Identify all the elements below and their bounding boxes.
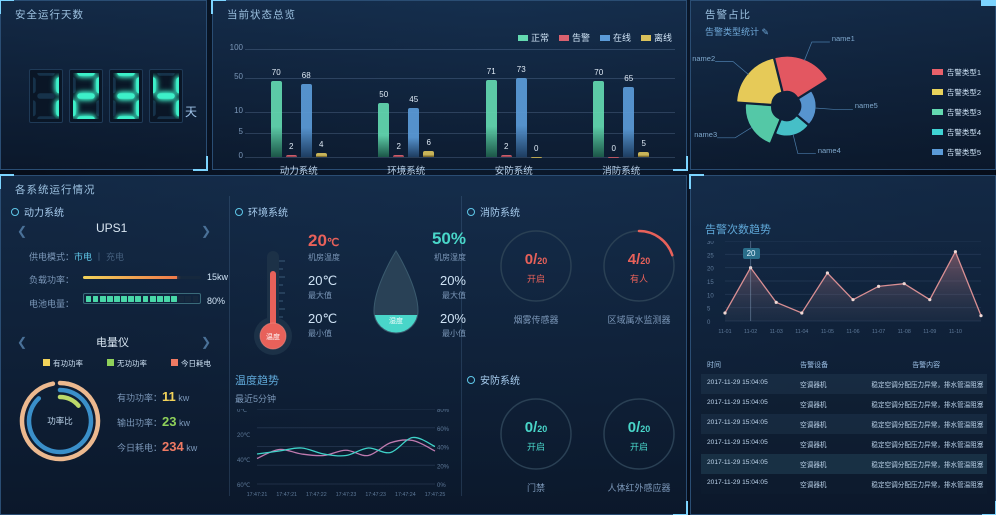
svg-text:0℃: 0℃ bbox=[237, 409, 247, 414]
svg-text:有人: 有人 bbox=[630, 273, 648, 284]
svg-text:17:47:22: 17:47:22 bbox=[306, 492, 327, 498]
svg-text:80%: 80% bbox=[437, 409, 450, 414]
svg-text:开启: 开启 bbox=[527, 441, 545, 452]
svg-text:0/20: 0/20 bbox=[525, 419, 548, 436]
svg-text:20: 20 bbox=[707, 267, 714, 273]
svg-text:0/20: 0/20 bbox=[628, 419, 651, 436]
svg-text:17:47:21: 17:47:21 bbox=[276, 492, 297, 498]
svg-text:17:47:21: 17:47:21 bbox=[247, 492, 268, 498]
svg-text:10: 10 bbox=[707, 293, 714, 299]
svg-text:60%: 60% bbox=[437, 427, 450, 433]
svg-text:17:47:25: 17:47:25 bbox=[425, 492, 446, 498]
svg-text:11-02: 11-02 bbox=[744, 329, 757, 335]
svg-text:11-03: 11-03 bbox=[770, 329, 783, 335]
svg-text:0%: 0% bbox=[437, 483, 446, 489]
svg-text:17:47:24: 17:47:24 bbox=[395, 492, 416, 498]
svg-text:11-10: 11-10 bbox=[949, 329, 962, 335]
svg-text:30: 30 bbox=[707, 241, 714, 246]
svg-text:17:47:23: 17:47:23 bbox=[365, 492, 386, 498]
svg-text:40%: 40% bbox=[437, 446, 450, 452]
svg-text:温度: 温度 bbox=[266, 332, 280, 341]
svg-text:5: 5 bbox=[707, 307, 711, 313]
svg-text:4/20: 4/20 bbox=[628, 251, 651, 268]
svg-text:11-04: 11-04 bbox=[795, 329, 808, 335]
svg-text:开启: 开启 bbox=[527, 273, 545, 284]
svg-text:11-06: 11-06 bbox=[846, 329, 859, 335]
svg-text:20%: 20% bbox=[437, 464, 450, 470]
svg-text:17:47:23: 17:47:23 bbox=[336, 492, 357, 498]
svg-text:0/20: 0/20 bbox=[525, 251, 548, 268]
svg-text:25: 25 bbox=[707, 253, 714, 259]
svg-text:11-05: 11-05 bbox=[821, 329, 834, 335]
svg-text:11-07: 11-07 bbox=[872, 329, 885, 335]
svg-text:40℃: 40℃ bbox=[237, 458, 251, 464]
svg-text:60℃: 60℃ bbox=[237, 483, 251, 489]
svg-text:11-09: 11-09 bbox=[923, 329, 936, 335]
svg-text:11-01: 11-01 bbox=[718, 329, 731, 335]
svg-text:开启: 开启 bbox=[630, 441, 648, 452]
svg-text:20℃: 20℃ bbox=[237, 433, 251, 439]
svg-text:功率比: 功率比 bbox=[47, 416, 73, 426]
svg-text:15: 15 bbox=[707, 280, 714, 286]
svg-text:11-08: 11-08 bbox=[898, 329, 911, 335]
svg-text:湿度: 湿度 bbox=[389, 316, 403, 325]
svg-text:0: 0 bbox=[707, 320, 711, 326]
